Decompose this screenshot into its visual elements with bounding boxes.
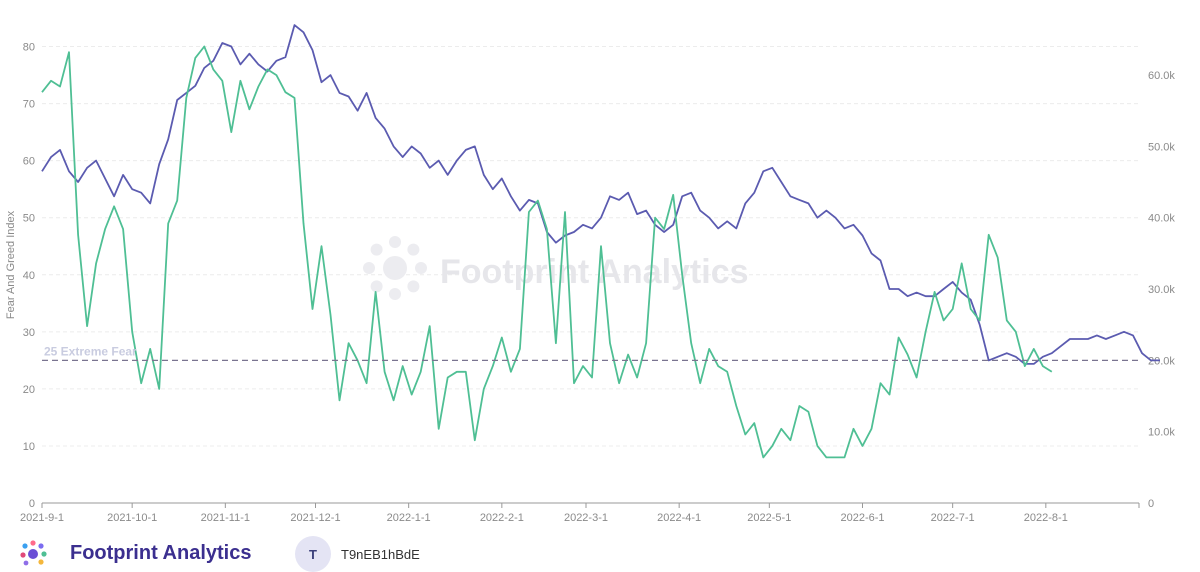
y-left-tick-label: 60 [23, 156, 35, 168]
reference-line-group: 25 Extreme Fear [42, 344, 1139, 362]
y-right-tick-label: 50.0k [1148, 141, 1175, 153]
y-left-tick-label: 80 [23, 42, 35, 54]
watermark: Footprint Analytics [363, 236, 749, 300]
y-left-tick-label: 70 [23, 99, 35, 111]
y-right-tick-label: 20.0k [1148, 355, 1175, 367]
x-tick-label: 2022-8-1 [1024, 512, 1068, 524]
footer: Footprint Analytics T T9nEB1hBdE [0, 530, 1200, 572]
y-right-tick-label: 30.0k [1148, 284, 1175, 296]
footprint-logo-icon [20, 540, 47, 566]
y-right-tick-label: 10.0k [1148, 427, 1175, 439]
y-right-tick-label: 60.0k [1148, 70, 1175, 82]
y-left-tick-label: 20 [23, 384, 35, 396]
x-tick-label: 2021-11-1 [201, 512, 250, 524]
grid-lines [42, 46, 1139, 447]
watermark-dot [407, 243, 420, 256]
watermark-dot [363, 262, 375, 274]
x-tick-label: 2022-4-1 [657, 512, 701, 524]
y-left-tick-label: 50 [23, 213, 35, 225]
chart-canvas: Footprint Analytics 0 10 20 30 40 50 60 70 80 0 10… [5, 24, 1175, 524]
x-tick-label: 2021-9-1 [20, 512, 64, 524]
watermark-logo-icon [363, 236, 427, 300]
x-tick-label: 2022-6-1 [840, 512, 884, 524]
avatar: T [295, 536, 331, 572]
y-left-tick-label: 0 [29, 498, 35, 510]
y-left-tick-label: 30 [23, 327, 35, 339]
x-tick-label: 2022-2-1 [480, 512, 524, 524]
user-chip[interactable]: T T9nEB1hBdE [295, 536, 420, 572]
watermark-dot [407, 280, 420, 293]
y-right-tick-label: 0 [1148, 498, 1154, 510]
x-tick-label: 2022-3-1 [564, 512, 608, 524]
watermark-dot [389, 288, 401, 300]
btc-price-line [41, 24, 1160, 365]
brand[interactable]: Footprint Analytics [20, 538, 251, 568]
username: T9nEB1hBdE [341, 546, 420, 562]
fear-greed-line [41, 45, 1053, 459]
y-right-tick-label: 40.0k [1148, 213, 1175, 225]
watermark-dot [370, 243, 383, 256]
watermark-dot [383, 256, 407, 280]
y-axis-label: Fear And Greed Index [5, 210, 17, 319]
reference-line-label: 25 Extreme Fear [44, 344, 137, 358]
x-tick-label: 2022-5-1 [747, 512, 791, 524]
watermark-dot [415, 262, 427, 274]
x-tick-label: 2021-12-1 [290, 512, 340, 524]
watermark-dot [389, 236, 401, 248]
series-layer [41, 24, 1160, 459]
brand-name: Footprint Analytics [70, 541, 252, 564]
x-tick-label: 2021-10-1 [107, 512, 157, 524]
x-tick-label: 2022-1-1 [387, 512, 431, 524]
watermark-text: Footprint Analytics [440, 253, 749, 291]
y-left-tick-label: 40 [23, 270, 35, 282]
watermark-dot [370, 280, 383, 293]
x-tick-label: 2022-7-1 [931, 512, 975, 524]
axes: 0 10 20 30 40 50 60 70 80 0 10.0k 20.0k 30.0k 40.0k 50… [20, 42, 1175, 524]
y-left-tick-label: 10 [23, 441, 35, 453]
